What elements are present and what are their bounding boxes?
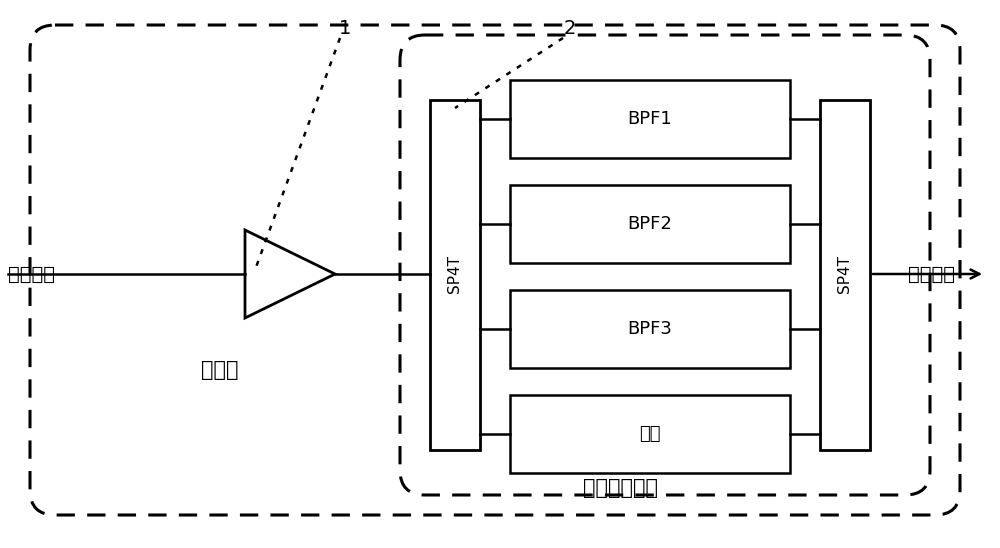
Text: 直通: 直通: [639, 425, 661, 443]
Text: BPF1: BPF1: [628, 110, 672, 128]
Bar: [430, 100, 480, 450]
Text: SP4T: SP4T: [838, 255, 852, 293]
Text: 放大器: 放大器: [201, 360, 239, 380]
Text: BPF2: BPF2: [628, 215, 672, 233]
Bar: [510, 80, 790, 158]
Text: 1: 1: [339, 19, 351, 37]
Text: 射频输出: 射频输出: [908, 265, 955, 283]
Text: 开关滤波器组: 开关滤波器组: [582, 478, 658, 498]
Text: 射频输入: 射频输入: [8, 265, 55, 283]
Bar: [510, 395, 790, 473]
Text: SP4T: SP4T: [448, 255, 462, 293]
Text: BPF3: BPF3: [628, 320, 672, 338]
Bar: [510, 185, 790, 263]
Bar: [820, 100, 870, 450]
Text: 2: 2: [564, 19, 576, 37]
Bar: [510, 290, 790, 368]
